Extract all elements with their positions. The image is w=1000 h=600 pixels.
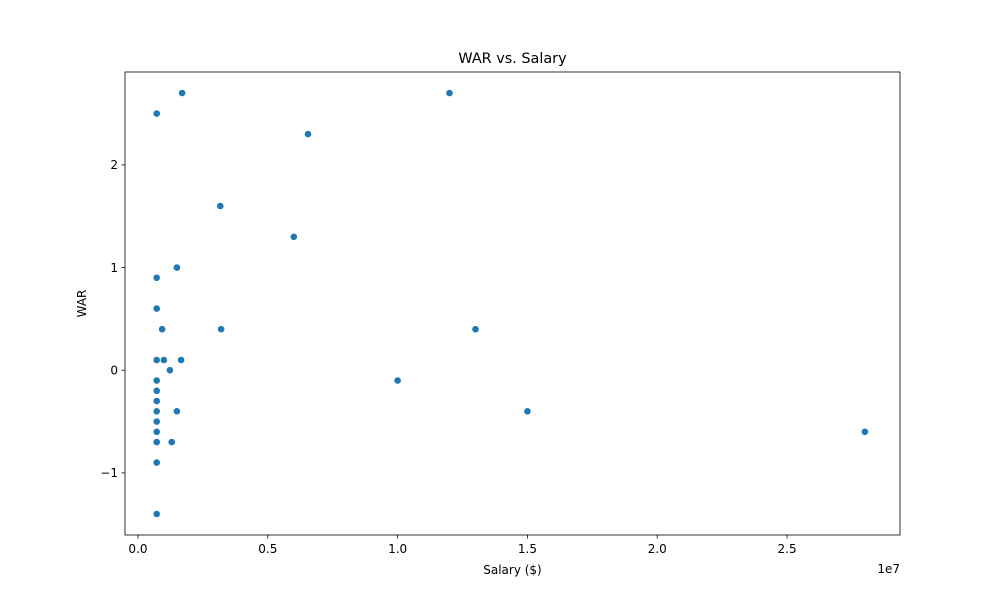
data-point <box>217 325 225 334</box>
data-point <box>159 356 168 364</box>
data-point <box>152 397 161 405</box>
plot-background <box>125 72 900 535</box>
data-point <box>152 376 161 385</box>
ticks-layer: 0.0 0.5 1.0 1.5 2.0 2.5 −1 0 1 2 <box>100 158 796 556</box>
data-point <box>152 510 161 518</box>
data-point <box>152 417 161 426</box>
data-point <box>152 109 161 118</box>
y-tick-label: 1 <box>110 261 118 275</box>
y-tick-label: 2 <box>110 158 118 172</box>
x-axis-label: Salary ($) <box>483 563 542 577</box>
data-point <box>152 407 161 416</box>
y-axis-label: WAR <box>75 290 89 318</box>
x-tick-label: 1.0 <box>388 542 407 556</box>
data-point <box>393 376 402 385</box>
data-point <box>152 273 161 282</box>
x-tick-label: 0.0 <box>128 542 147 556</box>
data-point <box>158 325 166 334</box>
data-point <box>152 356 161 364</box>
x-tick-label: 2.0 <box>648 542 667 556</box>
data-point <box>304 130 312 138</box>
data-point <box>152 427 161 436</box>
data-point <box>177 356 185 364</box>
data-point <box>445 89 454 97</box>
data-point <box>152 458 161 467</box>
data-point <box>861 427 869 436</box>
data-point <box>152 304 161 313</box>
data-point <box>152 438 161 446</box>
y-tick-label: 0 <box>110 364 118 378</box>
data-point <box>172 263 181 272</box>
data-point <box>178 89 186 97</box>
data-point <box>216 202 225 210</box>
data-point <box>523 407 532 416</box>
data-point <box>165 366 174 375</box>
x-tick-label: 0.5 <box>258 542 277 556</box>
data-point <box>167 438 176 446</box>
data-point <box>172 407 181 416</box>
data-point <box>471 325 480 334</box>
plot-frame <box>124 71 901 536</box>
y-tick-label: −1 <box>100 466 118 480</box>
x-axis-offset-label: 1e7 <box>877 562 900 576</box>
x-tick-label: 1.5 <box>518 542 537 556</box>
data-point <box>289 232 298 241</box>
data-point <box>152 386 161 395</box>
chart-title: WAR vs. Salary <box>458 51 567 67</box>
points-layer <box>152 89 869 518</box>
x-tick-label: 2.5 <box>778 542 797 556</box>
